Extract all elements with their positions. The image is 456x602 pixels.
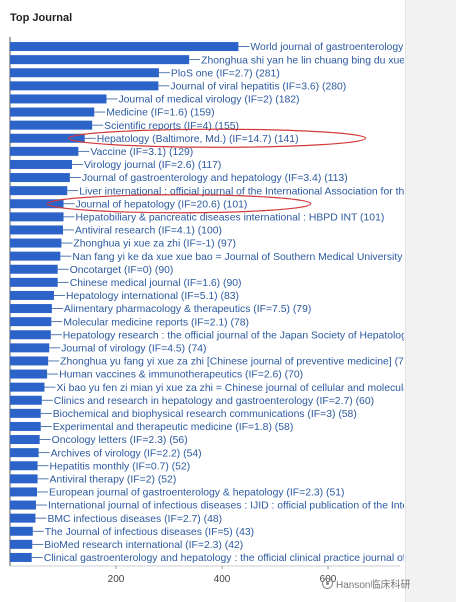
bar [10, 146, 79, 156]
bar-label: Clinical gastroenterology and hepatology… [44, 553, 405, 564]
bar [10, 238, 62, 248]
x-tick-label: 200 [108, 574, 125, 585]
bar-label: Scientific reports (IF=4) (155) [104, 121, 239, 132]
bar-label: BioMed research international (IF=2.3) (… [44, 540, 243, 551]
bar-label: Hepatology (Baltimore, Md.) (IF=14.7) (1… [97, 134, 299, 145]
bar [10, 421, 41, 431]
bar [10, 500, 36, 510]
bar [10, 539, 33, 549]
bar-label: Journal of virology (IF=4.5) (74) [61, 343, 206, 354]
bar [10, 186, 68, 196]
bar [10, 408, 41, 418]
bar [10, 107, 95, 117]
bar-label: Zhonghua yu fang yi xue za zhi [Chinese … [60, 357, 405, 368]
bar [10, 55, 190, 65]
bar [10, 42, 239, 52]
bar-label: European journal of gastroenterology & h… [49, 488, 344, 499]
bar-label: Journal of gastroenterology and hepatolo… [82, 173, 348, 184]
bar-label: Chinese medical journal (IF=1.6) (90) [70, 278, 242, 289]
bar [10, 513, 36, 523]
bar-label: Experimental and therapeutic medicine (I… [53, 422, 294, 433]
bar [10, 264, 58, 274]
watermark: Hanson临床科研 [322, 576, 410, 591]
bar-label: PloS one (IF=2.7) (281) [171, 68, 280, 79]
watermark-text: Hanson临床科研 [336, 580, 411, 591]
bar [10, 487, 38, 497]
bar-label: Oncotarget (IF=0) (90) [70, 265, 174, 276]
bar [10, 120, 93, 130]
bar [10, 435, 40, 445]
bar-label: Vaccine (IF=3.1) (129) [90, 147, 193, 158]
bar-label: World journal of gastroenterology (IF=3.… [250, 42, 405, 53]
bar [10, 461, 38, 471]
bar [10, 448, 39, 458]
bar [10, 382, 45, 392]
bar-label: Oncology letters (IF=2.3) (56) [52, 435, 188, 446]
bar-label: Journal of viral hepatitis (IF=3.6) (280… [170, 81, 346, 92]
bar [10, 251, 61, 261]
wechat-icon [322, 578, 333, 589]
bar [10, 199, 64, 209]
bar [10, 290, 54, 300]
bar-label: Biochemical and biophysical research com… [53, 409, 357, 420]
page-edge [405, 0, 456, 602]
bar-label: Alimentary pharmacology & therapeutics (… [64, 304, 311, 315]
bar [10, 395, 42, 405]
bar-label: Human vaccines & immunotherapeutics (IF=… [59, 370, 303, 381]
bar-label: Journal of hepatology (IF=20.6) (101) [76, 199, 248, 210]
bar [10, 474, 38, 484]
bar [10, 526, 33, 536]
bar-label: Nan fang yi ke da xue xue bao = Journal … [72, 252, 405, 263]
bar [10, 81, 159, 91]
bar-label: Medicine (IF=1.6) (159) [106, 108, 214, 119]
bar-label: Hepatology international (IF=5.1) (83) [66, 291, 239, 302]
plot-area: World journal of gastroenterology (IF=3.… [9, 37, 405, 585]
bar-label: Hepatology research : the official journ… [63, 330, 405, 341]
chart-title: Top Journal [10, 12, 73, 24]
bar [10, 277, 58, 287]
bar [10, 159, 73, 169]
bar-label: Zhonghua yi xue za zhi (IF=-1) (97) [73, 239, 236, 250]
bar-label: Antiviral research (IF=4.1) (100) [75, 226, 222, 237]
bar [10, 173, 70, 183]
bar [10, 212, 64, 222]
bar-label: Liver international : official journal o… [79, 186, 405, 197]
highlight-ellipse [68, 128, 367, 148]
bar-label: Hepatobiliary & pancreatic diseases inte… [76, 212, 385, 223]
bar-label: The Journal of infectious diseases (IF=5… [45, 527, 254, 538]
bar-chart: World journal of gastroenterology (IF=3.… [9, 37, 405, 585]
bar [10, 317, 52, 327]
bar-label: Journal of medical virology (IF=2) (182) [118, 95, 299, 106]
bar [10, 343, 50, 353]
bar [10, 330, 51, 340]
bar-label: Hepatitis monthly (IF=0.7) (52) [50, 461, 191, 472]
bar-label: Clinics and research in hepatology and g… [54, 396, 374, 407]
bar-label: Molecular medicine reports (IF=2.1) (78) [63, 317, 249, 328]
bar [10, 94, 107, 104]
bar [10, 356, 49, 366]
bar [10, 369, 48, 379]
bar [10, 552, 32, 562]
x-tick-label: 400 [214, 574, 231, 585]
bar [10, 304, 52, 314]
bar-label: BMC infectious diseases (IF=2.7) (48) [47, 514, 222, 525]
bar [10, 68, 159, 78]
bar-label: Archives of virology (IF=2.2) (54) [51, 448, 202, 459]
highlight-ellipse [46, 194, 312, 214]
bar-label: Xi bao yu fen zi mian yi xue za zhi = Ch… [56, 383, 405, 394]
bar-label: Antiviral therapy (IF=2) (52) [50, 474, 177, 485]
bar-label: Virology journal (IF=2.6) (117) [84, 160, 221, 171]
bar [10, 225, 63, 235]
bar-label: International journal of infectious dise… [48, 501, 405, 512]
bar-label: Zhonghua shi yan he lin chuang bing du x… [201, 55, 405, 66]
bar [10, 133, 85, 143]
